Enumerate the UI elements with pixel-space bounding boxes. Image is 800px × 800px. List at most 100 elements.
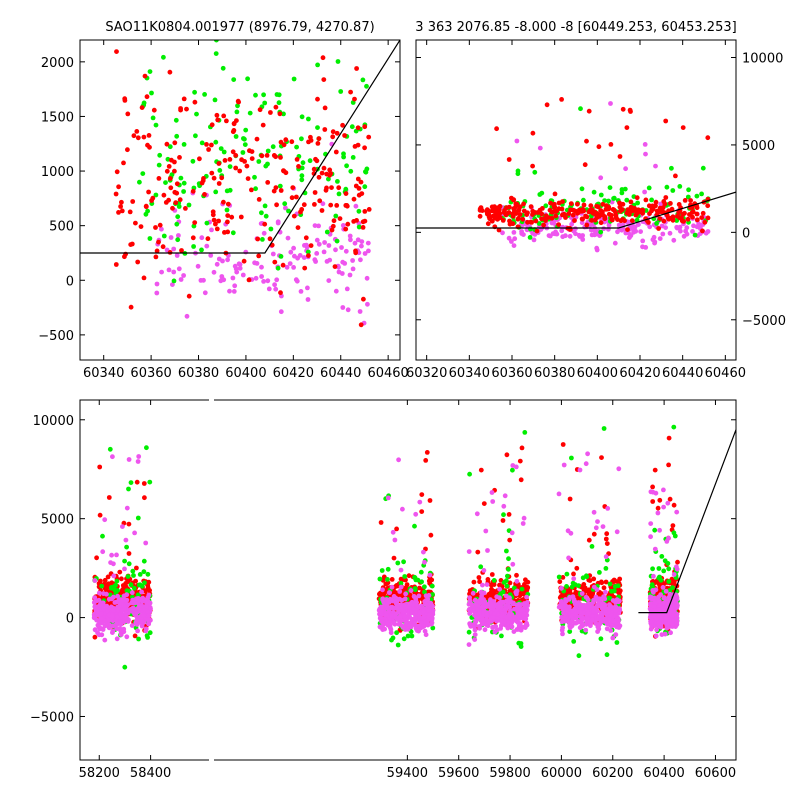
top-right-point-magenta xyxy=(690,229,695,234)
top-left-point-green xyxy=(333,213,339,219)
top-right-point-red xyxy=(477,213,483,219)
top-left-point-green xyxy=(242,136,247,142)
top-left-point-red xyxy=(312,202,317,207)
bottom-point-red xyxy=(406,573,412,579)
top-left-point-red xyxy=(153,254,159,260)
top-right-point-red xyxy=(548,200,553,206)
top-left-point-red xyxy=(225,229,231,235)
bottom-point-magenta xyxy=(135,459,141,464)
top-right-point-red xyxy=(666,216,672,222)
bottom-point-magenta xyxy=(506,620,511,625)
top-left-point-red xyxy=(241,258,247,264)
top-left-point-magenta xyxy=(324,259,330,264)
top-left-point-red xyxy=(366,207,372,212)
bottom-point-magenta xyxy=(415,603,420,609)
bottom-point-magenta xyxy=(488,597,493,603)
top-right-point-red xyxy=(485,221,491,227)
top-left-point-red xyxy=(168,185,174,191)
bottom-point-red xyxy=(120,587,126,592)
bottom-point-magenta xyxy=(102,623,108,629)
top-left-point-red xyxy=(299,207,305,212)
top-left-point-green xyxy=(291,76,297,82)
top-left-point-magenta xyxy=(231,289,237,294)
bottom-point-magenta xyxy=(509,530,515,536)
bottom-point-magenta xyxy=(524,601,530,607)
top-right-point-red xyxy=(685,216,691,222)
bottom-point-magenta xyxy=(398,567,404,573)
bottom-point-red xyxy=(423,458,429,463)
top-left-point-magenta xyxy=(291,265,296,270)
bottom-point-green xyxy=(395,560,401,566)
top-left-point-red xyxy=(301,202,307,208)
top-left-point-green xyxy=(278,254,284,259)
top-left-point-magenta xyxy=(209,227,214,233)
top-left-point-magenta xyxy=(154,290,160,296)
bottom-point-green xyxy=(141,558,147,564)
bottom-point-magenta xyxy=(593,594,599,600)
bottom-point-magenta xyxy=(674,564,679,570)
top-right-point-red xyxy=(689,210,695,215)
bottom-point-green xyxy=(415,577,421,583)
bottom-point-magenta xyxy=(566,555,571,561)
top-right-point-magenta xyxy=(606,222,612,228)
top-right-point-green xyxy=(670,188,676,193)
top-left-point-green xyxy=(181,189,187,194)
top-left-point-magenta xyxy=(270,251,276,257)
bottom-point-magenta xyxy=(674,509,680,515)
bottom-point-magenta xyxy=(129,590,135,596)
top-left-point-magenta xyxy=(340,223,346,228)
bottom-point-green xyxy=(122,558,127,564)
bottom-point-magenta xyxy=(110,623,116,629)
top-left-point-magenta xyxy=(171,246,177,252)
bottom-point-magenta xyxy=(483,528,489,534)
bottom-point-red xyxy=(105,574,111,580)
top-right-point-magenta xyxy=(674,225,680,231)
top-right-point-red xyxy=(507,221,513,227)
bottom-point-magenta xyxy=(583,627,589,633)
top-left-point-magenta xyxy=(343,248,349,254)
bottom-point-magenta xyxy=(95,630,100,636)
bottom-point-red xyxy=(671,502,677,508)
bottom-point-red xyxy=(519,445,525,451)
top-left-point-green xyxy=(362,184,368,190)
top-left-point-red xyxy=(201,176,206,181)
top-left-point-magenta xyxy=(362,251,368,256)
top-left-point-red xyxy=(157,222,163,228)
top-left-point-red xyxy=(172,189,178,195)
top-left-point-magenta xyxy=(284,264,290,270)
top-left-point-magenta xyxy=(159,226,164,232)
top-right-point-red xyxy=(624,125,630,130)
bottom-point-magenta xyxy=(115,593,120,599)
top-left-point-green xyxy=(161,54,166,60)
top-left-point-green xyxy=(335,179,340,184)
top-left-point-green xyxy=(276,100,282,106)
top-left-point-red xyxy=(294,194,299,200)
top-left-point-red xyxy=(174,181,180,187)
bottom-point-red xyxy=(94,555,99,561)
bottom-point-magenta xyxy=(569,623,575,629)
bottom-point-magenta xyxy=(146,621,152,627)
bottom-point-magenta xyxy=(472,632,478,637)
bottom-point-magenta xyxy=(393,611,399,617)
bottom-point-magenta xyxy=(129,623,135,628)
bottom-point-magenta xyxy=(661,595,667,600)
bottom-point-magenta xyxy=(607,602,612,607)
top-left-point-magenta xyxy=(218,278,224,284)
top-left-point-magenta xyxy=(261,230,267,236)
top-right-point-red xyxy=(634,195,640,201)
bottom-point-magenta xyxy=(101,591,106,596)
bottom-point-magenta xyxy=(674,604,680,610)
top-left-point-magenta xyxy=(288,249,294,255)
top-right-point-magenta xyxy=(684,225,690,231)
top-left-point-magenta xyxy=(198,278,204,283)
top-left-point-green xyxy=(281,111,286,117)
bottom-point-magenta xyxy=(521,515,527,521)
bottom-point-green xyxy=(99,583,105,589)
top-right-point-red xyxy=(620,106,626,112)
bottom-point-green xyxy=(113,582,118,588)
bottom-point-red xyxy=(404,582,410,587)
bottom-point-red xyxy=(142,495,147,501)
bottom-point-magenta xyxy=(131,610,137,616)
bottom-point-magenta xyxy=(571,576,577,582)
top-left-point-red xyxy=(239,157,245,163)
